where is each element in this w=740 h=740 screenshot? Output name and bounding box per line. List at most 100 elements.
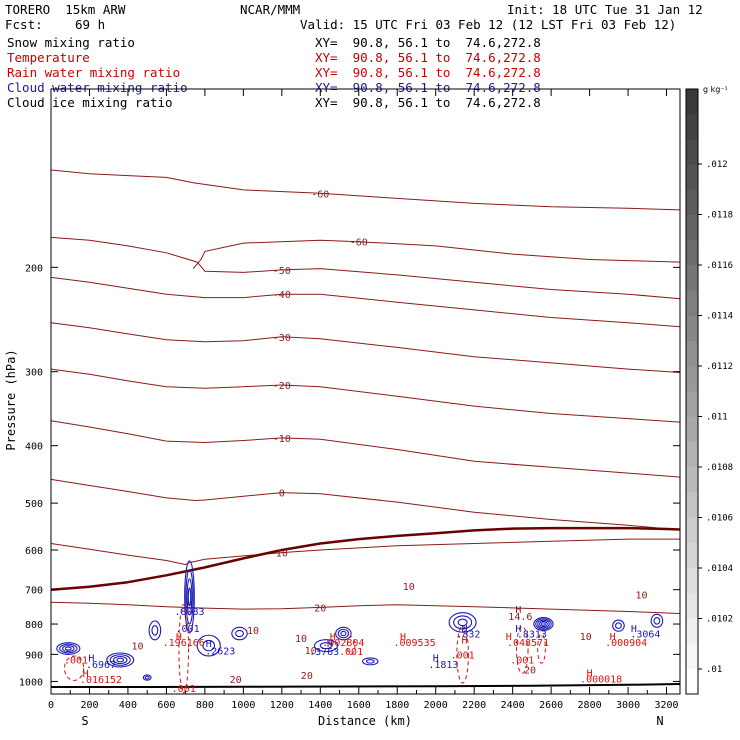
temperature-contour-label: -60 [311, 189, 329, 200]
x-axis-title: Distance (km) [318, 714, 412, 728]
cloud-water-contour [202, 639, 216, 652]
x-tick-label: 2600 [539, 700, 563, 711]
temperature-contour [50, 538, 680, 566]
field-name-cloud-water: Cloud water mixing ratio [7, 80, 188, 95]
cloud-water-contour [231, 626, 248, 641]
chart-annotation: 20 [524, 666, 536, 677]
chart-annotation: .6967 [86, 660, 116, 671]
temperature-contour-label: -60 [350, 238, 368, 249]
cloud-water-contour [362, 657, 379, 666]
chart-annotation: 10 [295, 634, 307, 645]
cloud-water-contour [64, 646, 72, 651]
colorbar-label: .012 [706, 160, 728, 170]
chart-annotation: H [330, 632, 336, 643]
temperature-contour [50, 236, 681, 300]
field-xy-temperature: XY= 90.8, 56.1 to 74.6,272.8 [315, 50, 541, 65]
init-label: Init: 18 UTC Tue 31 Jan 12 [507, 2, 703, 17]
field-name-snow: Snow mixing ratio [7, 35, 135, 50]
x-tick-label: 600 [157, 700, 175, 711]
chart-annotation: H [400, 632, 406, 643]
cloud-water-contour [142, 674, 152, 681]
contour-layer [50, 169, 681, 694]
chart-annotation: 20 [230, 675, 242, 686]
cloud-water-contour [335, 626, 352, 641]
colorbar-label: .0102 [706, 615, 733, 625]
chart-annotation: .001 [451, 650, 475, 661]
field-name-temperature: Temperature [7, 50, 90, 65]
x-tick-label: 1400 [308, 700, 332, 711]
chart-annotation: 14.6 [508, 612, 532, 623]
x-tick-label: 2000 [424, 700, 448, 711]
colorbar-band [686, 89, 698, 115]
x-tick-label: 2200 [462, 700, 486, 711]
freezing-level-line [50, 526, 681, 591]
plot-border [50, 88, 681, 695]
chart-annotation: .8313 [517, 630, 547, 641]
field-name-rain: Rain water mixing ratio [7, 65, 181, 80]
chart-annotation: .3064 [630, 630, 660, 641]
cloud-water-contour [186, 578, 193, 616]
rain-water-contour [346, 636, 356, 655]
colorbar-band [686, 366, 698, 392]
y-tick-label: 900 [25, 650, 43, 661]
colorbar-band [686, 341, 698, 367]
field-xy-cloud-water: XY= 90.8, 56.1 to 74.6,272.8 [315, 80, 541, 95]
colorbar-band [686, 542, 698, 569]
y-tick-label: 1000 [19, 677, 43, 688]
colorbar-band [686, 567, 698, 594]
chart-annotation: .001 [339, 647, 363, 658]
colorbar-band [686, 265, 698, 292]
colorbar-band [686, 668, 698, 695]
cloud-water-contour [187, 587, 192, 607]
temperature-contour-label: 20 [314, 603, 326, 614]
colorbar-band [686, 189, 698, 216]
colorbar-band [686, 643, 698, 670]
cloud-water-contour [539, 620, 548, 628]
chart-annotation: H [462, 636, 468, 647]
cloud-water-contour [319, 642, 333, 650]
cloud-water-contour [457, 618, 468, 627]
field-xy-cloud-ice: XY= 90.8, 56.1 to 74.6,272.8 [315, 95, 541, 110]
fcst-value: 69 h [75, 17, 106, 32]
x-tick-label: 2800 [578, 700, 602, 711]
cloud-water-contour [533, 617, 554, 632]
colorbar-label: .0114 [706, 312, 733, 322]
chart-annotation: .000018 [580, 674, 622, 685]
cloud-water-contour [59, 643, 78, 654]
cloud-water-contour [116, 657, 125, 663]
y-tick-label: 200 [25, 263, 43, 274]
temperature-contour [192, 239, 681, 269]
chart-annotation: .048571 [507, 638, 549, 649]
colorbar-label: .0104 [706, 564, 733, 574]
temperature-contour-label: -30 [273, 333, 291, 344]
cloud-water-contour [340, 630, 347, 637]
rain-water-contour [456, 625, 469, 684]
cloud-water-contour [650, 613, 664, 628]
center-label: NCAR/MMM [240, 2, 301, 17]
valid-label: Valid: 15 UTC Fri 03 Feb 12 (12 LST Fri … [300, 17, 677, 32]
field-xy-snow: XY= 90.8, 56.1 to 74.6,272.8 [315, 35, 541, 50]
cloud-water-contour [109, 654, 131, 666]
x-tick-label: 200 [80, 700, 98, 711]
cloud-water-contour [612, 619, 625, 632]
cloud-water-contour [184, 560, 195, 634]
y-axis-title: Pressure (hPa) [4, 349, 18, 450]
colorbar-border [685, 88, 699, 695]
chart-annotation: H [462, 624, 468, 635]
y-tick-label: 800 [25, 620, 43, 631]
colorbar-label: .0108 [706, 463, 733, 473]
colorbar-band [686, 416, 698, 443]
colorbar-band [686, 492, 698, 519]
chart-annotation: H [433, 654, 439, 665]
temperature-contour-label: -10 [273, 434, 291, 445]
colorbar-band [686, 240, 698, 266]
colorbar-band [686, 164, 698, 191]
x-tick-label: 2400 [501, 700, 525, 711]
colorbar-band [686, 215, 698, 241]
colorbar-band [686, 593, 698, 619]
model-label: TORERO 15km ARW [5, 2, 126, 17]
colorbar-unit: g kg⁻¹ [703, 85, 728, 94]
y-tick-label: 700 [25, 586, 43, 597]
colorbar-band [686, 114, 698, 140]
chart-annotation: H [515, 624, 521, 635]
